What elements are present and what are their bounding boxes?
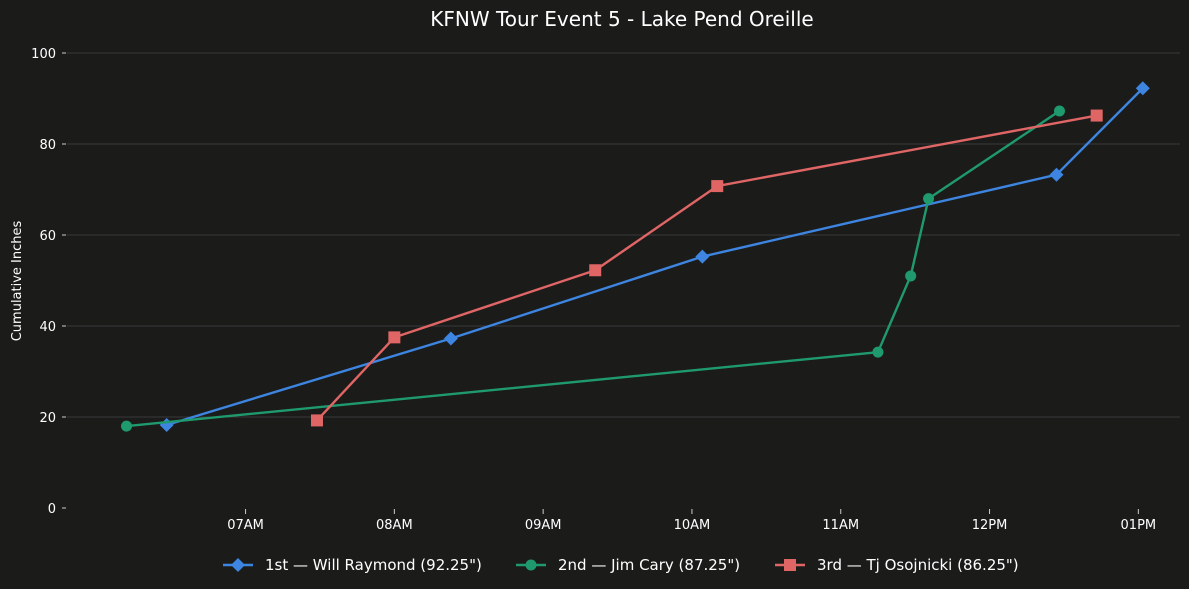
data-point: [121, 420, 133, 432]
y-tick-label: 60: [39, 229, 56, 244]
y-axis-label: Cumulative Inches: [10, 220, 25, 341]
data-point: [872, 346, 884, 358]
data-point: [1053, 105, 1065, 117]
legend-label: 2nd — Jim Cary (87.25"): [558, 556, 740, 574]
data-point: [589, 264, 602, 277]
series-1: [159, 81, 1150, 432]
chart-title: KFNW Tour Event 5 - Lake Pend Oreille: [430, 7, 813, 31]
data-point: [443, 331, 458, 346]
x-tick-label: 11AM: [822, 518, 859, 533]
data-point: [388, 331, 401, 344]
legend-marker: [784, 559, 796, 571]
data-point: [923, 193, 935, 205]
data-point: [1090, 109, 1103, 122]
grid-lines: [67, 52, 1180, 418]
legend-marker: [525, 559, 537, 571]
legend-item: 2nd — Jim Cary (87.25"): [516, 556, 740, 574]
y-tick-label: 0: [48, 502, 56, 517]
data-point: [159, 417, 174, 432]
data-point: [711, 180, 724, 193]
x-tick-label: 12PM: [972, 518, 1008, 533]
series-line: [316, 114, 1097, 422]
data-point: [905, 270, 917, 282]
legend: 1st — Will Raymond (92.25") 2nd — Jim Car…: [223, 556, 1019, 574]
x-tick-label: 07AM: [227, 518, 264, 533]
x-tick-label: 08AM: [376, 518, 413, 533]
series-layer: [121, 81, 1150, 432]
y-tick-label: 100: [31, 47, 56, 62]
data-point: [1049, 167, 1064, 182]
legend-item: 1st — Will Raymond (92.25"): [223, 556, 482, 574]
x-tick-label: 09AM: [525, 518, 562, 533]
legend-label: 1st — Will Raymond (92.25"): [265, 556, 482, 574]
y-tick-label: 40: [39, 320, 56, 335]
x-tick-label: 10AM: [674, 518, 711, 533]
x-axis-ticks: 07AM 08AM 09AM 10AM 11AM 12PM 01PM: [227, 509, 1156, 533]
legend-label: 3rd — Tj Osojnicki (86.25"): [817, 556, 1019, 574]
y-tick-label: 20: [39, 411, 56, 426]
legend-marker: [231, 558, 245, 572]
data-point: [695, 249, 710, 264]
data-point: [1135, 81, 1150, 96]
legend-item: 3rd — Tj Osojnicki (86.25"): [775, 556, 1019, 574]
y-tick-label: 80: [39, 138, 56, 153]
data-point: [310, 414, 323, 427]
series-2: [121, 105, 1065, 432]
series-3: [310, 109, 1103, 427]
y-axis-ticks: 0 20 40 60 80 100: [31, 47, 66, 517]
x-tick-label: 01PM: [1121, 518, 1157, 533]
